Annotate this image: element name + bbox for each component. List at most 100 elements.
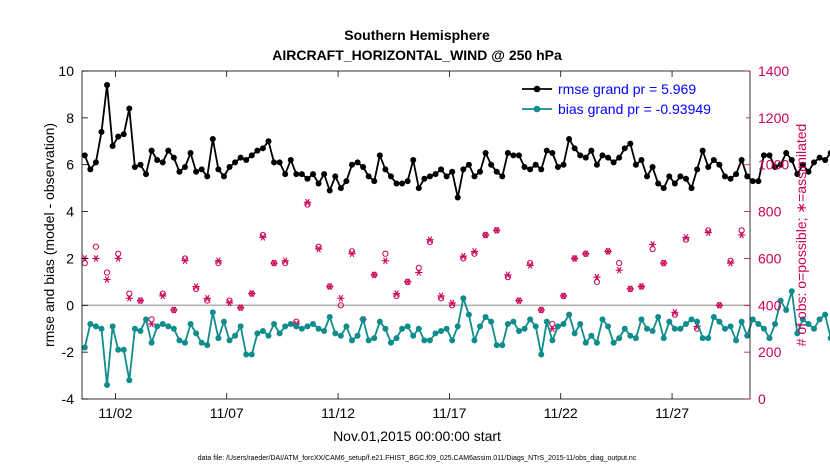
x-tick-label: 11/22 bbox=[544, 405, 578, 421]
rmse-point bbox=[477, 168, 484, 175]
bias-point bbox=[143, 316, 150, 323]
rmse-point bbox=[577, 152, 584, 159]
bias-point bbox=[449, 337, 456, 344]
x-tick-label: 11/12 bbox=[321, 405, 355, 421]
rmse-point bbox=[705, 164, 712, 171]
rmse-point bbox=[399, 180, 406, 187]
bias-point bbox=[415, 325, 422, 332]
obs-assimilated-point bbox=[270, 259, 278, 267]
bias-point bbox=[799, 316, 806, 323]
obs-assimilated-point bbox=[671, 308, 679, 316]
bias-point bbox=[421, 337, 428, 344]
obs-assimilated-point bbox=[259, 233, 267, 241]
obs-possible-point bbox=[115, 250, 122, 257]
bias-point bbox=[560, 321, 567, 328]
rmse-point bbox=[827, 150, 830, 156]
obs-assimilated-point bbox=[92, 255, 100, 262]
y-left-tick-label: 8 bbox=[66, 110, 74, 126]
y-left-tick-label: -4 bbox=[62, 391, 75, 407]
y-right-tick-label: 0 bbox=[758, 391, 766, 407]
plot-frame bbox=[81, 70, 751, 400]
obs-assimilated-point bbox=[426, 236, 434, 244]
obs-assimilated-point bbox=[136, 297, 145, 304]
obs-possible-point bbox=[738, 227, 745, 234]
bias-point bbox=[293, 323, 300, 330]
bias-point bbox=[282, 323, 289, 330]
rmse-point bbox=[660, 185, 667, 192]
rmse-point bbox=[154, 157, 161, 164]
rmse-point bbox=[649, 164, 656, 171]
rmse-point bbox=[438, 166, 445, 173]
rmse-point bbox=[148, 147, 155, 154]
bias-point bbox=[593, 339, 600, 346]
rmse-point bbox=[382, 166, 389, 173]
rmse-point bbox=[104, 82, 111, 89]
y-right-tick-label: 1000 bbox=[758, 157, 789, 173]
rmse-point bbox=[310, 171, 317, 178]
bias-point bbox=[749, 316, 756, 323]
obs-assimilated-point bbox=[114, 255, 122, 262]
bias-point bbox=[259, 328, 266, 335]
bias-point bbox=[120, 346, 127, 353]
rmse-point bbox=[822, 157, 829, 164]
obs-assimilated-point bbox=[225, 299, 234, 307]
bias-point bbox=[727, 323, 734, 330]
rmse-point bbox=[543, 147, 550, 154]
rmse-point bbox=[454, 194, 461, 201]
bias-point bbox=[571, 330, 578, 337]
bias-point bbox=[159, 321, 166, 328]
obs-assimilated-point bbox=[593, 273, 601, 281]
obs-assimilated-point bbox=[526, 262, 534, 269]
rmse-point bbox=[304, 175, 311, 182]
obs-assimilated-point bbox=[404, 278, 412, 286]
bias-point bbox=[248, 351, 255, 358]
rmse-point bbox=[193, 168, 200, 175]
legend-rmse-marker bbox=[533, 85, 541, 93]
y-left-tick-label: -2 bbox=[62, 344, 75, 360]
bias-point bbox=[493, 342, 500, 349]
legend-bias-label: bias grand pr = -0.93949 bbox=[558, 101, 711, 117]
rmse-point bbox=[348, 161, 355, 168]
rmse-point bbox=[120, 131, 127, 138]
rmse-point bbox=[287, 157, 294, 164]
rmse-point bbox=[638, 157, 645, 164]
rmse-point bbox=[621, 145, 628, 152]
bias-point bbox=[237, 323, 244, 330]
rmse-point bbox=[816, 154, 823, 161]
bias-point bbox=[543, 318, 550, 325]
obs-possible-point bbox=[593, 278, 601, 285]
rmse-point bbox=[549, 150, 556, 156]
bias-point bbox=[432, 330, 439, 337]
rmse-point bbox=[354, 159, 361, 166]
bias-point bbox=[655, 314, 662, 320]
bias-point bbox=[382, 325, 389, 332]
rmse-point bbox=[493, 168, 500, 175]
y-left-tick-label: 6 bbox=[66, 157, 74, 173]
rmse-point bbox=[488, 161, 495, 168]
obs-assimilated-point bbox=[147, 320, 156, 328]
obs-assimilated-point bbox=[493, 226, 501, 234]
rmse-point bbox=[298, 171, 305, 178]
rmse-point bbox=[220, 173, 227, 180]
rmse-point bbox=[682, 175, 689, 182]
rmse-point bbox=[465, 161, 472, 168]
obs-assimilated-point bbox=[682, 233, 690, 241]
rmse-point bbox=[471, 173, 478, 180]
rmse-point bbox=[521, 164, 528, 171]
rmse-point bbox=[282, 171, 289, 178]
bias-point bbox=[677, 325, 684, 332]
rmse-point bbox=[343, 178, 350, 185]
rmse-point bbox=[131, 164, 138, 171]
bias-point bbox=[694, 318, 701, 325]
rmse-point bbox=[616, 154, 623, 161]
bias-point bbox=[499, 342, 506, 349]
bias-point bbox=[326, 314, 333, 320]
bias-point bbox=[148, 339, 155, 346]
rmse-point bbox=[716, 161, 723, 168]
bias-point bbox=[616, 335, 623, 342]
rmse-point bbox=[393, 180, 400, 187]
rmse-point bbox=[655, 180, 662, 187]
obs-assimilated-point bbox=[637, 283, 646, 290]
rmse-point bbox=[404, 178, 411, 185]
rmse-point bbox=[293, 171, 300, 178]
